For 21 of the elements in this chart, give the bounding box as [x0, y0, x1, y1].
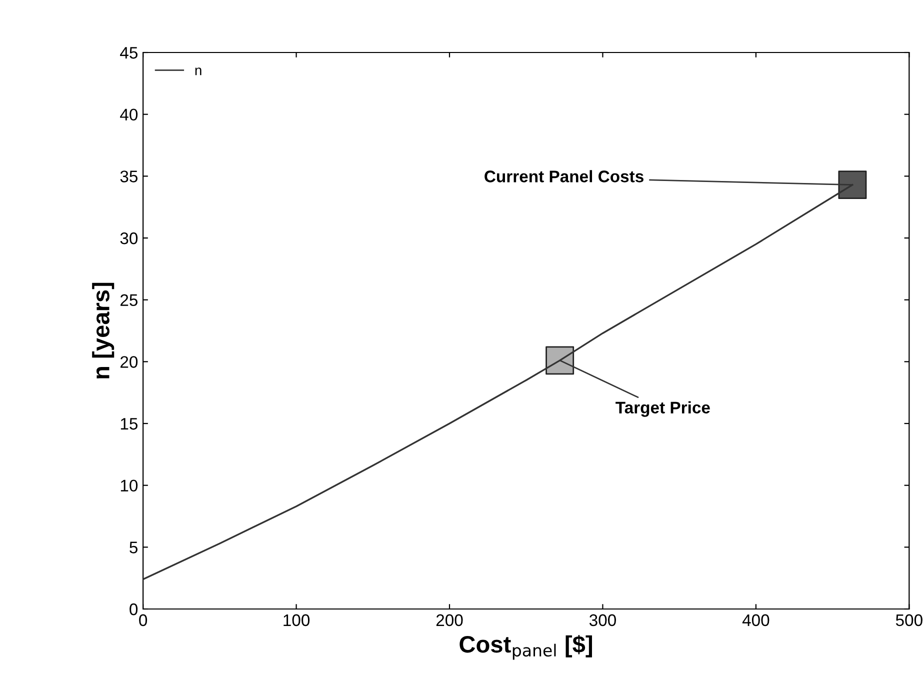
y-tick-label: 15	[120, 418, 138, 430]
annotation: Target Price	[616, 401, 710, 417]
y-tick-label: 25	[120, 294, 138, 306]
y-tick-label: 10	[120, 480, 138, 492]
y-tick-label: 30	[120, 232, 138, 244]
x-tick-label: 400	[742, 614, 770, 626]
y-tick-label: 5	[130, 542, 138, 554]
y-tick-label: 35	[120, 170, 138, 182]
x-tick-label: 100	[284, 614, 310, 626]
x-tick-label: 300	[589, 614, 616, 626]
annotation: Current Panel Costs	[484, 170, 644, 182]
y-tick-label: 40	[120, 108, 138, 121]
x-axis-title: Cost$_{panel}$ [$]	[460, 634, 592, 660]
y-tick-label: 45	[120, 47, 138, 59]
legend-label: n	[195, 68, 202, 76]
x-tick-label: 0	[139, 614, 148, 626]
y-tick-label: 0	[130, 603, 138, 616]
x-tick-label: 200	[436, 614, 463, 626]
y-tick-label: 20	[120, 356, 138, 368]
x-tick-label: 500	[896, 614, 922, 626]
y-axis-title: n [years]	[92, 282, 114, 378]
